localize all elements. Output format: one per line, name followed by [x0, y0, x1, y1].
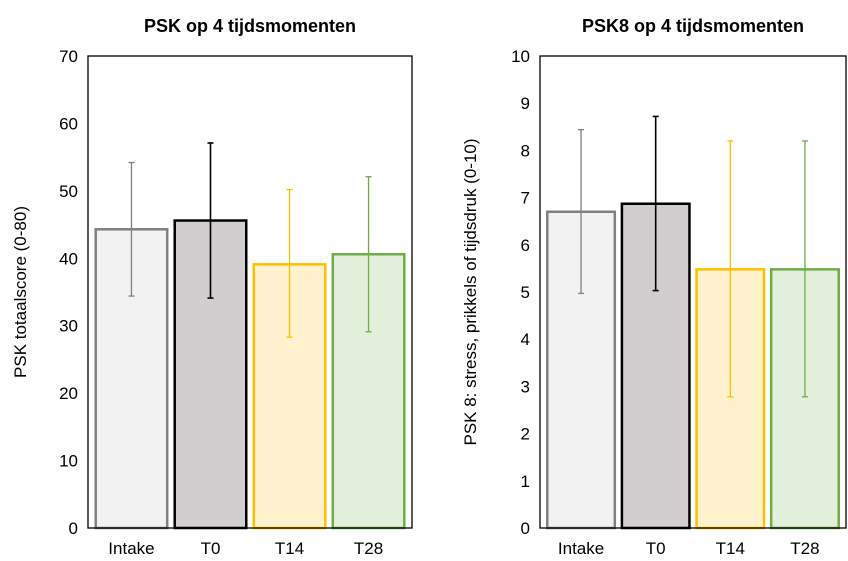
x-tick-label: T14	[716, 539, 745, 558]
y-tick-label: 8	[521, 141, 530, 160]
chart-psk-total-svg: PSK op 4 tijdsmomenten PSK totaalscore (…	[11, 16, 413, 558]
error-bar-t0	[207, 142, 214, 299]
plot-area-frame	[539, 55, 847, 529]
x-tick-label: Intake	[558, 539, 604, 558]
error-bar-t28	[801, 140, 808, 398]
error-bar-intake	[578, 128, 585, 295]
plot-area-frame	[87, 55, 413, 529]
y-tick-label: 3	[521, 377, 530, 396]
error-bar-t0	[652, 115, 659, 292]
error-bar-t14	[286, 188, 293, 338]
y-tick-label: 30	[59, 317, 78, 336]
x-tick-label: T0	[646, 539, 666, 558]
y-axis-label: PSK 8: stress, prikkels of tijdsdruk (0-…	[461, 138, 480, 445]
error-bar-t14	[727, 140, 734, 398]
chart-psk8-svg: PSK8 op 4 tijdsmomenten PSK 8: stress, p…	[461, 16, 847, 558]
y-tick-label: 7	[521, 189, 530, 208]
y-tick-label: 0	[69, 519, 78, 538]
y-tick-label: 0	[521, 519, 530, 538]
y-tick-label: 4	[521, 330, 530, 349]
y-tick-label: 40	[59, 249, 78, 268]
x-tick-label: T14	[275, 539, 304, 558]
y-tick-label: 50	[59, 182, 78, 201]
error-bar-t28	[365, 176, 372, 333]
y-tick-label: 60	[59, 114, 78, 133]
y-tick-label: 70	[59, 47, 78, 66]
y-axis-label: PSK totaalscore (0-80)	[11, 206, 30, 378]
y-tick-label: 5	[521, 283, 530, 302]
y-tick-label: 2	[521, 425, 530, 444]
x-tick-label: T28	[354, 539, 383, 558]
error-bar-intake	[128, 161, 135, 297]
x-tick-label: Intake	[108, 539, 154, 558]
x-tick-label: T0	[201, 539, 221, 558]
chart-psk8: PSK8 op 4 tijdsmomenten PSK 8: stress, p…	[424, 0, 848, 561]
chart-title: PSK op 4 tijdsmomenten	[144, 16, 356, 36]
y-tick-label: 10	[59, 452, 78, 471]
y-tick-label: 6	[521, 236, 530, 255]
chart-title: PSK8 op 4 tijdsmomenten	[582, 16, 804, 36]
y-tick-label: 9	[521, 94, 530, 113]
y-tick-label: 1	[521, 472, 530, 491]
y-tick-label: 10	[511, 47, 530, 66]
chart-psk-total: PSK op 4 tijdsmomenten PSK totaalscore (…	[11, 16, 413, 558]
x-tick-label: T28	[790, 539, 819, 558]
y-tick-label: 20	[59, 384, 78, 403]
